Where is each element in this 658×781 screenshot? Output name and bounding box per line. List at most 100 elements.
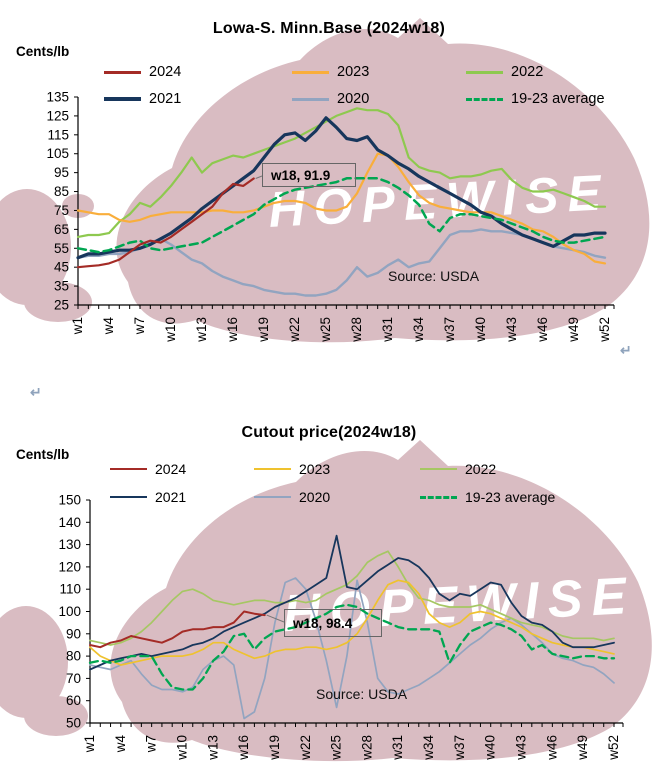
x-tick-label: w4 xyxy=(113,735,128,754)
watermark-blob xyxy=(24,282,92,322)
y-tick-label: 90 xyxy=(66,626,81,641)
x-tick-label: w37 xyxy=(442,317,457,343)
legend-label: 2024 xyxy=(155,461,187,477)
series-line-2022 xyxy=(76,107,607,238)
x-tick-label: w34 xyxy=(411,317,426,343)
legend-label: 2021 xyxy=(149,91,182,107)
x-tick-label: w4 xyxy=(101,317,116,336)
x-tick-label: w22 xyxy=(298,735,313,761)
series-line-19-23-average xyxy=(76,177,607,254)
source-note-bottom: Source: USDA xyxy=(316,686,408,702)
legend-item: 2023 xyxy=(254,460,330,478)
watermark-blob xyxy=(24,696,88,736)
x-tick-label: w1 xyxy=(70,317,85,335)
x-tick-label: w13 xyxy=(205,735,220,761)
legend-swatch-2021 xyxy=(110,496,147,498)
y-tick-label: 50 xyxy=(66,716,81,731)
y-tick-label: 60 xyxy=(66,693,81,708)
y-tick-label: 70 xyxy=(66,671,81,686)
legend-swatch-2024 xyxy=(110,468,147,470)
y-axis-unit-label-top: Cents/lb xyxy=(16,44,70,59)
chart-title-bottom: Cutout price(2024w18) xyxy=(241,424,417,441)
x-tick-label: w7 xyxy=(132,317,147,335)
y-axis-unit-label-bottom: Cents/lb xyxy=(16,447,70,462)
x-tick-label: w52 xyxy=(597,317,612,343)
series-line-2024 xyxy=(76,177,255,269)
legend-swatch-2022 xyxy=(466,70,503,74)
x-tick-label: w7 xyxy=(144,735,159,753)
x-tick-label: w13 xyxy=(194,317,209,343)
chart-title-top: Lowa-S. Minn.Base (2024w18) xyxy=(212,20,446,37)
legend-label: 2023 xyxy=(299,461,331,477)
x-tick-label: w31 xyxy=(390,735,405,761)
legend-swatch-2021 xyxy=(104,97,141,101)
x-tick-label: w28 xyxy=(349,317,364,343)
legend-swatch-2024 xyxy=(104,70,141,74)
x-tick-label: w34 xyxy=(421,735,436,761)
y-tick-label: 25 xyxy=(54,298,69,313)
y-tick-label: 105 xyxy=(46,146,69,161)
legend-item: 2020 xyxy=(254,488,330,506)
legend-item: 2023 xyxy=(292,63,369,81)
x-tick-label: w49 xyxy=(566,317,581,343)
watermark-blob xyxy=(0,606,68,718)
legend-item: 19-23 average xyxy=(466,90,605,108)
x-tick-label: w46 xyxy=(535,317,550,343)
legend-item: 2021 xyxy=(110,488,186,506)
x-tick-label: w43 xyxy=(514,735,529,761)
y-tick-label: 80 xyxy=(66,649,81,664)
series-line-2020 xyxy=(89,577,615,720)
y-tick-label: 130 xyxy=(58,537,81,552)
y-tick-label: 140 xyxy=(58,515,81,530)
y-tick-label: 125 xyxy=(46,108,69,123)
x-tick-label: w16 xyxy=(225,317,240,343)
legend-label: 2021 xyxy=(155,489,187,505)
y-tick-label: 115 xyxy=(47,127,69,142)
legend-swatch-average xyxy=(420,495,457,499)
legend-item: 2024 xyxy=(110,460,186,478)
series-line-2023 xyxy=(89,579,615,666)
x-tick-label: w10 xyxy=(163,317,178,343)
series-line-2024 xyxy=(89,610,266,649)
x-tick-label: w46 xyxy=(544,735,559,761)
legend-item: 2020 xyxy=(292,90,369,108)
paragraph-return-mark: ↵ xyxy=(620,342,632,358)
x-tick-label: w10 xyxy=(174,735,189,761)
x-tick-label: w28 xyxy=(359,735,374,761)
series-line-2023 xyxy=(76,152,607,265)
x-tick-label: w22 xyxy=(287,317,302,343)
paragraph-return-mark: ↵ xyxy=(30,384,42,400)
legend-swatch-average xyxy=(466,97,503,101)
data-label-callout-bottom: w18, 98.4 xyxy=(284,609,382,637)
x-tick-label: w1 xyxy=(82,735,97,753)
legend-item: 2022 xyxy=(420,460,496,478)
legend-item: 2024 xyxy=(104,63,181,81)
y-tick-label: 100 xyxy=(58,604,81,619)
data-label-callout-top: w18, 91.9 xyxy=(262,163,356,187)
y-tick-label: 150 xyxy=(58,493,81,508)
x-tick-label: w19 xyxy=(267,735,282,761)
y-tick-label: 35 xyxy=(54,279,69,294)
callout-leader-line xyxy=(266,614,285,623)
legend-item: 19-23 average xyxy=(420,488,555,506)
legend-swatch-2022 xyxy=(420,468,457,470)
y-tick-label: 75 xyxy=(54,203,69,218)
x-tick-label: w19 xyxy=(256,317,271,343)
legend-label: 2024 xyxy=(149,64,182,80)
x-tick-label: w25 xyxy=(329,735,344,761)
source-note-top: Source: USDA xyxy=(388,268,480,284)
y-tick-label: 110 xyxy=(59,582,81,597)
y-tick-label: 95 xyxy=(54,165,69,180)
watermark-pig-silhouette xyxy=(110,440,652,762)
y-tick-label: 65 xyxy=(54,222,69,237)
legend-swatch-2023 xyxy=(292,70,329,74)
x-tick-label: w31 xyxy=(380,317,395,343)
y-tick-label: 85 xyxy=(54,184,69,199)
series-line-2020 xyxy=(76,228,607,297)
x-tick-label: w49 xyxy=(575,735,590,761)
y-tick-label: 45 xyxy=(54,260,69,275)
series-line-19-23-average xyxy=(88,603,616,691)
y-tick-label: 120 xyxy=(58,559,81,574)
x-tick-label: w37 xyxy=(452,735,467,761)
